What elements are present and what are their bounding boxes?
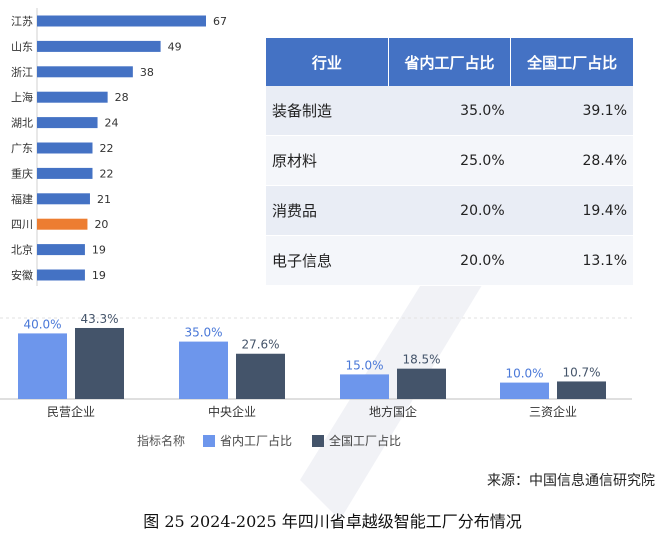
value-label: 24 xyxy=(105,117,119,130)
value-label: 38 xyxy=(140,66,154,79)
table-cell: 13.1% xyxy=(510,235,633,286)
series-bar xyxy=(75,327,124,399)
data-label: 10.0% xyxy=(505,367,543,381)
table-header-cell: 行业 xyxy=(266,38,389,86)
enterprise-type-bar-chart: 40.0% 43.3% 民营企业 35.0% 27.6% 中央企业 15.0% 18.5% 地方… xyxy=(0,312,632,419)
value-label: 22 xyxy=(99,142,113,155)
data-label: 18.5% xyxy=(402,353,440,367)
province-bar xyxy=(37,142,93,154)
category-label: 地方国企 xyxy=(369,404,417,419)
category-label: 广东 xyxy=(11,142,33,155)
table-cell: 20.0% xyxy=(388,235,511,286)
data-label: 10.7% xyxy=(562,365,600,379)
category-label: 浙江 xyxy=(11,66,33,79)
table-row: 消费品 20.0% 19.4% xyxy=(266,185,633,236)
series-bar xyxy=(179,341,228,399)
table-cell: 39.1% xyxy=(510,86,633,136)
legend-label-provincial: 省内工厂占比 xyxy=(220,434,293,448)
series-bar xyxy=(340,374,389,399)
data-label: 43.3% xyxy=(80,312,118,326)
value-label: 28 xyxy=(115,91,129,104)
legend-title: 指标名称 xyxy=(137,434,186,448)
figure-caption: 图 25 2024-2025 年四川省卓越级智能工厂分布情况 xyxy=(143,512,522,531)
series-bar xyxy=(18,333,67,399)
category-label: 三资企业 xyxy=(529,404,577,419)
data-label: 27.6% xyxy=(241,338,279,352)
value-label: 49 xyxy=(168,40,182,53)
value-label: 19 xyxy=(92,244,106,257)
series-bar xyxy=(236,353,285,399)
table-cell: 19.4% xyxy=(510,185,633,236)
legend-label-national: 全国工厂占比 xyxy=(329,434,402,448)
category-label: 中央企业 xyxy=(208,404,256,419)
province-bar xyxy=(37,218,88,230)
table-cell: 20.0% xyxy=(388,185,511,236)
category-label: 江苏 xyxy=(11,15,33,28)
province-bar xyxy=(37,66,133,78)
value-label: 19 xyxy=(92,269,106,282)
value-label: 22 xyxy=(99,167,113,180)
table-cell: 电子信息 xyxy=(266,235,389,286)
category-label: 福建 xyxy=(11,192,33,206)
category-label: 上海 xyxy=(11,90,33,104)
data-label: 15.0% xyxy=(345,358,383,372)
table-header-row: 行业 省内工厂占比 全国工厂占比 xyxy=(266,38,633,86)
category-label: 山东 xyxy=(11,40,33,53)
province-bar xyxy=(37,193,90,205)
industry-share-table: 行业 省内工厂占比 全国工厂占比 装备制造 35.0% 39.1% 原材料 25.0% 28.… xyxy=(266,38,633,286)
value-label: 20 xyxy=(94,218,108,231)
table-row: 原材料 25.0% 28.4% xyxy=(266,135,633,186)
value-label: 67 xyxy=(213,15,227,28)
province-bar xyxy=(37,40,161,52)
category-label: 民营企业 xyxy=(47,404,95,419)
chart-legend: 指标名称 省内工厂占比 全国工厂占比 xyxy=(0,428,665,452)
series-bar xyxy=(500,382,549,399)
table-cell: 装备制造 xyxy=(266,86,389,136)
province-bar xyxy=(37,91,108,103)
category-label: 北京 xyxy=(11,243,33,257)
table-row: 装备制造 35.0% 39.1% xyxy=(266,86,633,136)
province-bar xyxy=(37,244,85,256)
province-bar xyxy=(37,15,206,27)
table-cell: 35.0% xyxy=(388,86,511,136)
table-header-cell: 省内工厂占比 xyxy=(388,38,512,86)
series-bar xyxy=(557,381,606,399)
data-label: 35.0% xyxy=(184,326,222,340)
value-label: 21 xyxy=(97,193,111,206)
category-label: 安徽 xyxy=(11,268,33,282)
province-bar xyxy=(37,269,85,281)
table-cell: 原材料 xyxy=(266,135,389,186)
category-label: 湖北 xyxy=(11,117,33,130)
category-label: 四川 xyxy=(11,218,33,231)
province-bar xyxy=(37,117,98,129)
province-bar-chart: 江苏 67 山东 49 浙江 38 上海 28 湖北 24 广东 22 重庆 22 福建 21 四川 20 北京 19… xyxy=(11,8,227,286)
legend-swatch-provincial xyxy=(203,435,215,447)
table-header-cell: 全国工厂占比 xyxy=(510,38,633,86)
series-bar xyxy=(397,368,446,399)
legend-swatch-national xyxy=(312,435,324,447)
table-cell: 25.0% xyxy=(388,135,511,186)
table-row: 电子信息 20.0% 13.1% xyxy=(266,235,633,286)
table-cell: 28.4% xyxy=(510,135,633,186)
source-note: 来源：中国信息通信研究院 xyxy=(487,473,655,489)
category-label: 重庆 xyxy=(11,166,33,180)
province-bar xyxy=(37,167,93,179)
data-label: 40.0% xyxy=(23,317,61,331)
table-cell: 消费品 xyxy=(266,185,389,236)
